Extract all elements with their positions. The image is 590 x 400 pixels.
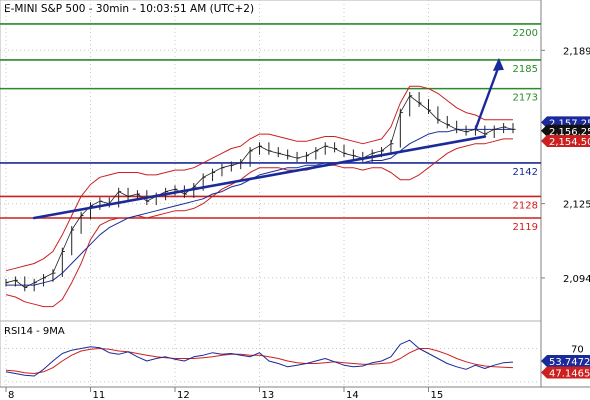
time-axis-label: 11 xyxy=(93,390,106,400)
level-label: 2128 xyxy=(513,200,538,211)
rsi-axis-label: 70 xyxy=(571,345,584,356)
price-close-line xyxy=(5,95,514,288)
price-tag-label: 2,154.50 xyxy=(549,137,590,148)
time-axis-label: 8 xyxy=(8,390,14,400)
projection-arrow-head xyxy=(492,57,504,71)
time-axis: 8 11 12 13 14 15 xyxy=(5,387,444,400)
moving-average-line xyxy=(6,128,513,286)
price-panel-frame xyxy=(0,0,542,322)
moving-average xyxy=(6,128,513,286)
price-axis-label: 2,094 xyxy=(563,274,590,285)
bollinger-lower-line xyxy=(5,138,513,308)
time-axis-label: 15 xyxy=(431,390,444,400)
price-axis-label: 2,125 xyxy=(563,200,590,211)
rsi-tag-label: 53.7472 xyxy=(549,357,590,368)
price-tags: 2,157.252,156.252,154.50 xyxy=(541,116,590,148)
price-bars xyxy=(5,91,516,292)
time-axis-label: 14 xyxy=(346,390,359,400)
price-tag-box xyxy=(541,134,590,147)
price-tag-label: 2,156.25 xyxy=(549,127,590,138)
rsi-panel-frame xyxy=(0,320,542,388)
price-axis: 2,189 2,125 2,094 xyxy=(541,46,590,285)
level-label: 2185 xyxy=(513,64,538,75)
time-axis-label: 13 xyxy=(262,390,275,400)
price-tag-box xyxy=(541,124,590,137)
bollinger-upper-line xyxy=(5,85,513,272)
price-tag-label: 2,157.25 xyxy=(549,118,590,129)
trendline xyxy=(32,135,487,220)
rsi-title: RSI14 - 9MA xyxy=(4,326,65,337)
price-axis-label: 2,189 xyxy=(563,46,590,57)
rsi-line xyxy=(5,339,514,377)
rsi-ma-line xyxy=(5,348,514,374)
rsi-tag-label: 47.1465 xyxy=(549,369,590,380)
level-label: 2142 xyxy=(513,167,538,178)
horizontal-levels: 2200 2185 2173 2142 2128 2119 xyxy=(0,23,541,233)
rsi-tag-box xyxy=(541,366,590,379)
time-axis-label: 12 xyxy=(177,390,190,400)
projection-arrow-shaft xyxy=(474,64,501,131)
rsi-tag-box xyxy=(541,355,590,368)
grid xyxy=(0,0,541,387)
chart-title: E-MINI S&P 500 - 30min - 10:03:51 AM (UT… xyxy=(4,3,254,15)
level-label: 2119 xyxy=(513,222,538,233)
trendline-group xyxy=(32,57,504,220)
level-label: 2173 xyxy=(513,93,538,104)
level-label: 2200 xyxy=(513,28,538,39)
bollinger-bands xyxy=(5,85,513,308)
